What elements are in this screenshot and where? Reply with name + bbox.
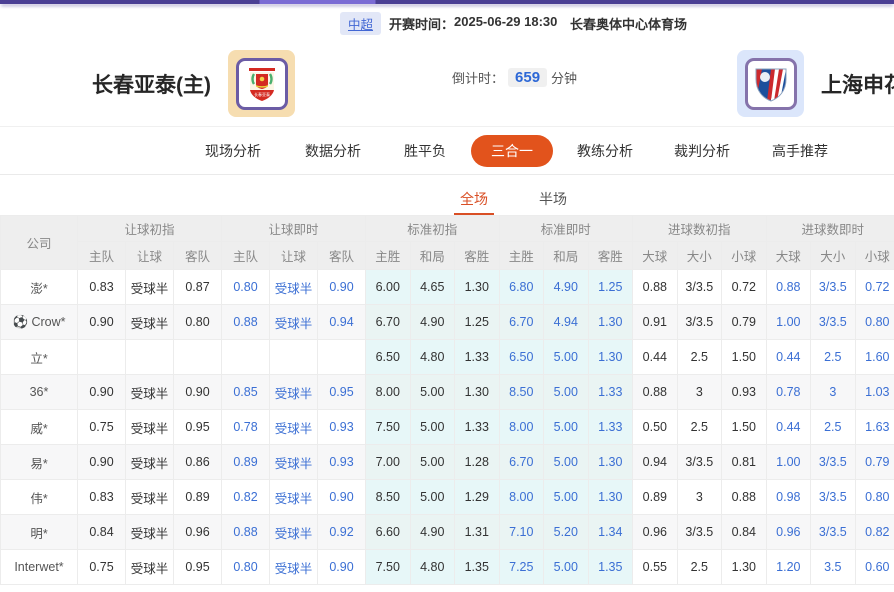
svg-text:长春亚泰: 长春亚泰 bbox=[254, 91, 270, 97]
